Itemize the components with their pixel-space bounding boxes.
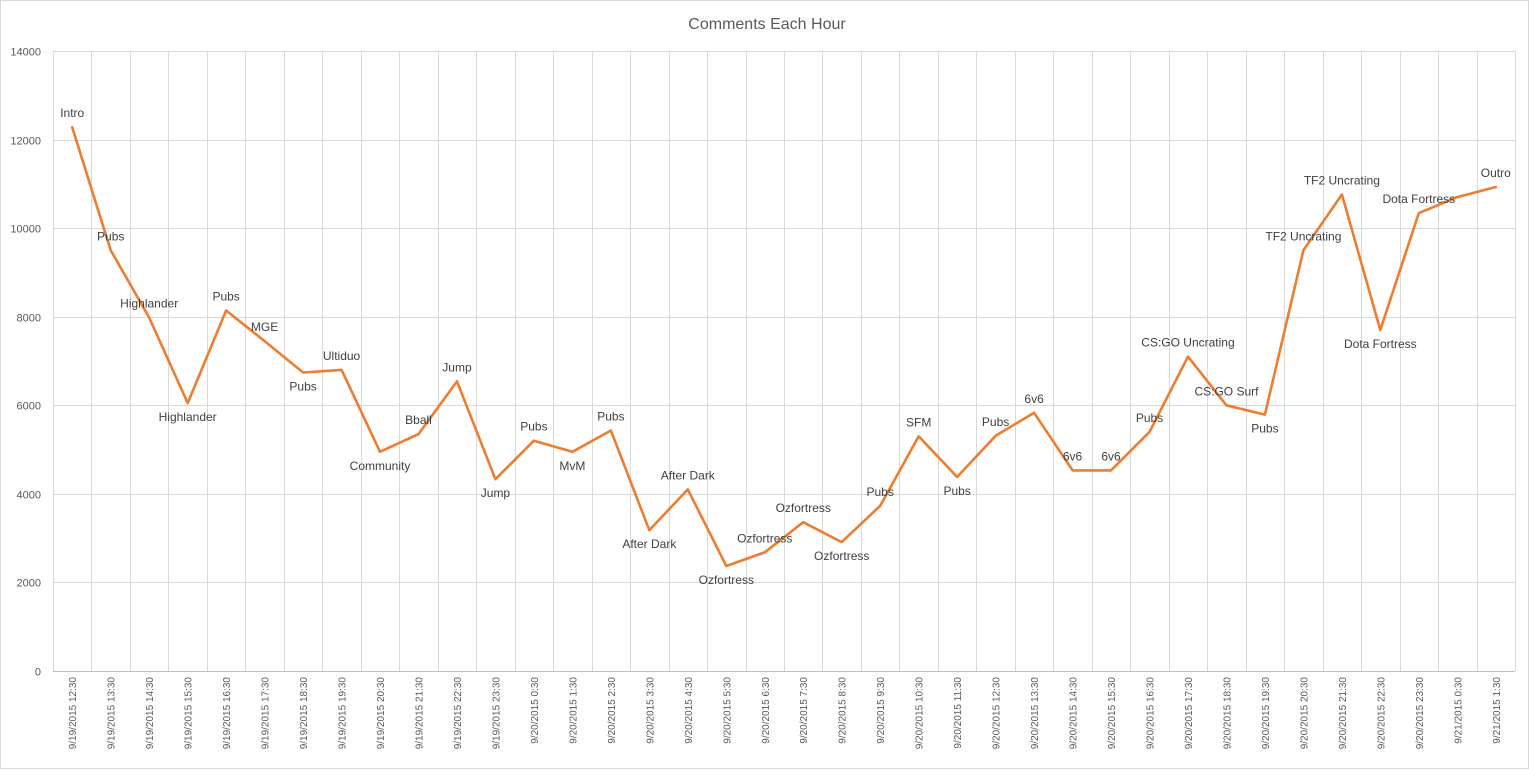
data-label: Ozfortress	[814, 549, 869, 563]
x-tick-label: 9/19/2015 22:30	[453, 677, 464, 750]
x-tick-label: 9/20/2015 11:30	[953, 677, 964, 749]
x-tick-label: 9/19/2015 23:30	[491, 677, 502, 750]
x-tick-label: 9/19/2015 18:30	[299, 677, 310, 750]
y-tick-label: 6000	[17, 401, 41, 413]
data-label: Highlander	[159, 410, 217, 424]
data-label: After Dark	[622, 537, 677, 551]
x-tick-label: 9/21/2015 0:30	[1453, 677, 1464, 744]
x-tick-label: 9/20/2015 9:30	[876, 677, 887, 744]
data-label: Ozfortress	[737, 531, 792, 545]
y-tick-label: 8000	[17, 313, 41, 325]
x-tick-label: 9/20/2015 16:30	[1146, 677, 1157, 750]
data-labels: Intro Pubs Highlander Highlander Pubs MGE Pubs…	[60, 106, 1511, 587]
data-label: CS:GO Surf	[1194, 384, 1259, 398]
y-tick-label: 14000	[10, 47, 41, 59]
data-label: Pubs	[520, 420, 547, 434]
x-tick-label: 9/19/2015 17:30	[261, 677, 272, 750]
x-tick-label: 9/20/2015 7:30	[799, 677, 810, 744]
x-tick-label: 9/20/2015 4:30	[684, 677, 695, 744]
data-label: MvM	[559, 459, 585, 473]
x-tick-label: 9/19/2015 16:30	[222, 677, 233, 750]
data-label: SFM	[906, 415, 931, 429]
x-tick-label: 9/20/2015 12:30	[992, 677, 1003, 750]
x-tick-label: 9/20/2015 14:30	[1069, 677, 1080, 750]
data-label: CS:GO Uncrating	[1141, 336, 1234, 350]
chart-title: Comments Each Hour	[688, 16, 846, 33]
data-label: 6v6	[1024, 392, 1044, 406]
x-tick-label: 9/20/2015 5:30	[722, 677, 733, 744]
x-tick-label: 9/20/2015 0:30	[530, 677, 541, 744]
data-label: 6v6	[1101, 449, 1121, 463]
data-label: Dota Fortress	[1344, 337, 1417, 351]
x-tick-label: 9/19/2015 15:30	[184, 677, 195, 750]
y-tick-label: 10000	[10, 224, 41, 236]
data-label: Ultiduo	[323, 349, 361, 363]
data-label: Pubs	[867, 485, 894, 499]
data-label: Community	[350, 459, 411, 473]
x-tick-label: 9/19/2015 12:30	[68, 677, 79, 750]
data-label: Intro	[60, 106, 84, 120]
data-label: Bball	[405, 413, 432, 427]
data-label: Pubs	[289, 380, 316, 394]
x-tick-label: 9/20/2015 21:30	[1338, 677, 1349, 750]
x-tick-label: 9/19/2015 13:30	[107, 677, 118, 750]
data-label: Pubs	[212, 290, 239, 304]
y-tick-label: 2000	[17, 578, 41, 590]
y-tick-label: 0	[35, 667, 41, 679]
data-label: Dota Fortress	[1382, 192, 1455, 206]
data-label: Jump	[481, 486, 511, 500]
data-label: Highlander	[120, 297, 178, 311]
x-tick-label: 9/20/2015 17:30	[1184, 677, 1195, 750]
data-label: TF2 Uncrating	[1304, 173, 1380, 187]
x-tick-label: 9/20/2015 8:30	[838, 677, 849, 744]
data-label: MGE	[251, 320, 278, 334]
data-label: 6v6	[1063, 449, 1083, 463]
x-tick-label: 9/20/2015 13:30	[1030, 677, 1041, 750]
x-tick-label: 9/20/2015 22:30	[1376, 677, 1387, 750]
data-label: Ozfortress	[776, 501, 831, 515]
y-tick-label: 4000	[17, 490, 41, 502]
data-label: Pubs	[1136, 411, 1163, 425]
x-axis-ticks: 9/19/2015 12:30 9/19/2015 13:30 9/19/2015 …	[68, 677, 1503, 750]
data-label: Pubs	[982, 415, 1009, 429]
data-label: After Dark	[661, 468, 716, 482]
x-tick-label: 9/19/2015 21:30	[415, 677, 426, 750]
x-tick-label: 9/20/2015 15:30	[1107, 677, 1118, 750]
data-label: Outro	[1481, 166, 1511, 180]
x-tick-label: 9/20/2015 20:30	[1299, 677, 1310, 750]
data-label: Pubs	[1251, 422, 1278, 436]
x-tick-label: 9/20/2015 3:30	[645, 677, 656, 744]
data-label: Pubs	[97, 229, 124, 243]
y-axis-ticks: 0 2000 4000 6000 8000 10000 12000 14000	[10, 47, 41, 679]
gridlines	[53, 51, 1516, 672]
data-label: Pubs	[597, 410, 624, 424]
x-tick-label: 9/20/2015 6:30	[761, 677, 772, 744]
data-label: Ozfortress	[699, 573, 754, 587]
x-tick-label: 9/19/2015 19:30	[338, 677, 349, 750]
data-label: TF2 Uncrating	[1265, 229, 1341, 243]
series-line-group	[70, 125, 1498, 568]
x-tick-label: 9/20/2015 18:30	[1222, 677, 1233, 750]
y-tick-label: 12000	[10, 136, 41, 148]
x-tick-label: 9/20/2015 23:30	[1415, 677, 1426, 750]
series-line	[70, 125, 1498, 568]
x-tick-label: 9/20/2015 1:30	[568, 677, 579, 744]
x-tick-label: 9/20/2015 2:30	[607, 677, 618, 744]
x-tick-label: 9/19/2015 14:30	[145, 677, 156, 750]
data-label: Pubs	[943, 484, 970, 498]
data-label: Jump	[442, 360, 472, 374]
x-tick-label: 9/19/2015 20:30	[376, 677, 387, 750]
x-tick-label: 9/21/2015 1:30	[1492, 677, 1503, 744]
x-tick-label: 9/20/2015 19:30	[1261, 677, 1272, 750]
x-tick-label: 9/20/2015 10:30	[915, 677, 926, 750]
